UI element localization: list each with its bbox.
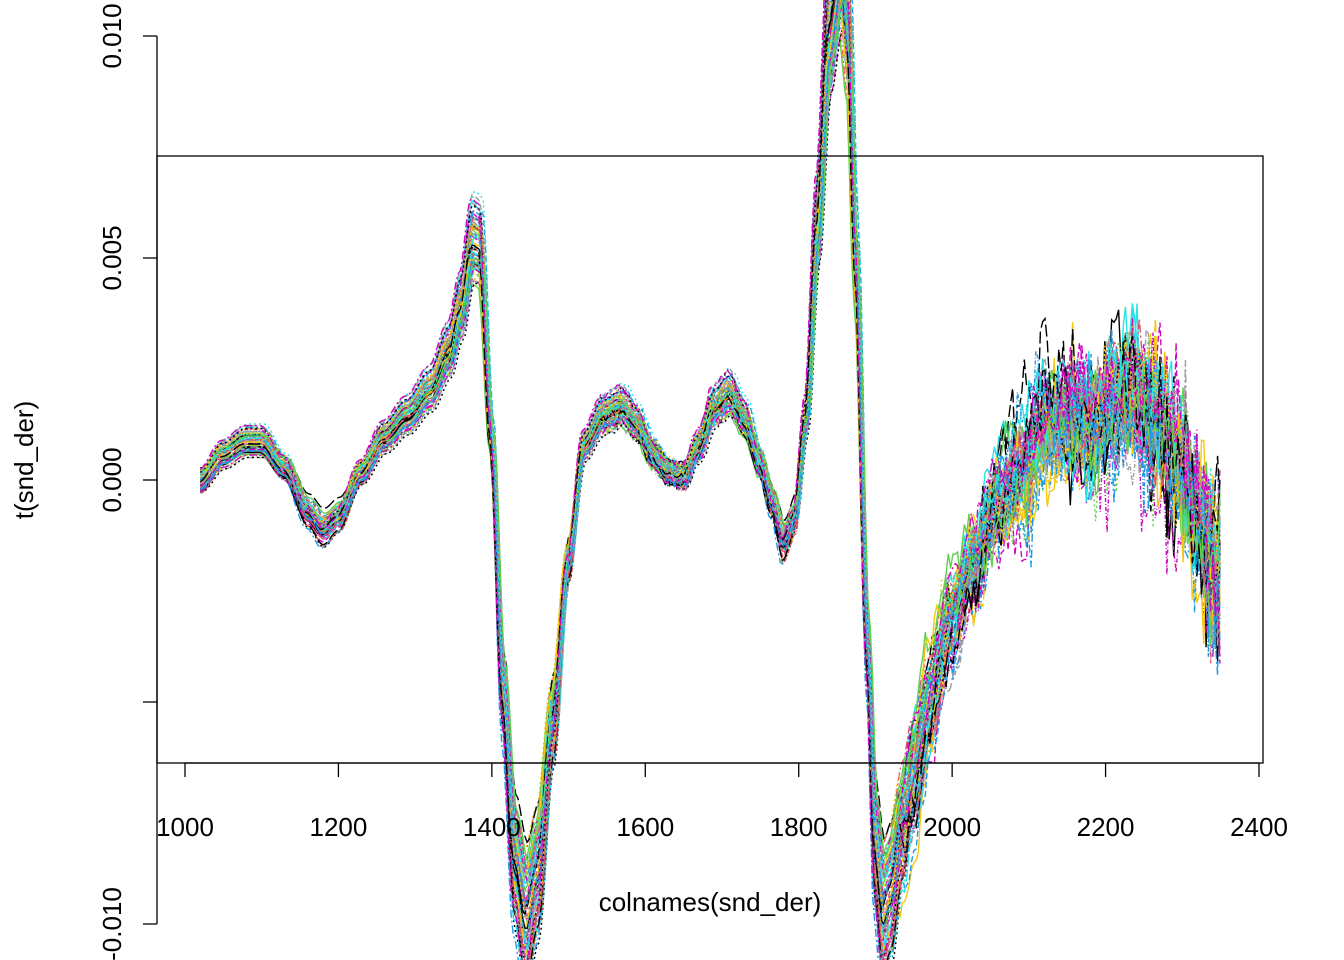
x-tick-label: 1400 — [463, 812, 521, 842]
spectrum-line — [200, 21, 1221, 885]
y-axis-label: t(snd_der) — [9, 401, 39, 520]
y-tick-label: -0.010 — [97, 887, 127, 960]
x-tick-label: 1000 — [156, 812, 214, 842]
series-layer — [199, 0, 1221, 960]
x-tick-label: 2400 — [1230, 812, 1288, 842]
x-tick-label: 2200 — [1077, 812, 1135, 842]
x-tick-label: 1200 — [310, 812, 368, 842]
y-tick-label: 0.005 — [97, 225, 127, 290]
x-tick-label: 1600 — [616, 812, 674, 842]
y-tick-label: 0.010 — [97, 3, 127, 68]
x-axis-label: colnames(snd_der) — [599, 887, 822, 917]
spectrum-line — [199, 0, 1221, 907]
spectrum-line — [200, 0, 1221, 906]
y-axis: -0.010 0.000 0.005 0.010 — [97, 3, 158, 960]
x-tick-label: 1800 — [770, 812, 828, 842]
x-tick-label: 2000 — [923, 812, 981, 842]
spectrum-line — [200, 0, 1221, 960]
spectrum-line — [199, 0, 1221, 934]
spectrum-line — [199, 0, 1221, 932]
spectrum-line — [199, 0, 1221, 960]
spectrum-line — [200, 0, 1221, 922]
y-tick-label: 0.000 — [97, 447, 127, 512]
x-axis: 1000 1200 1400 1600 1800 2000 2200 2400 — [156, 762, 1288, 842]
